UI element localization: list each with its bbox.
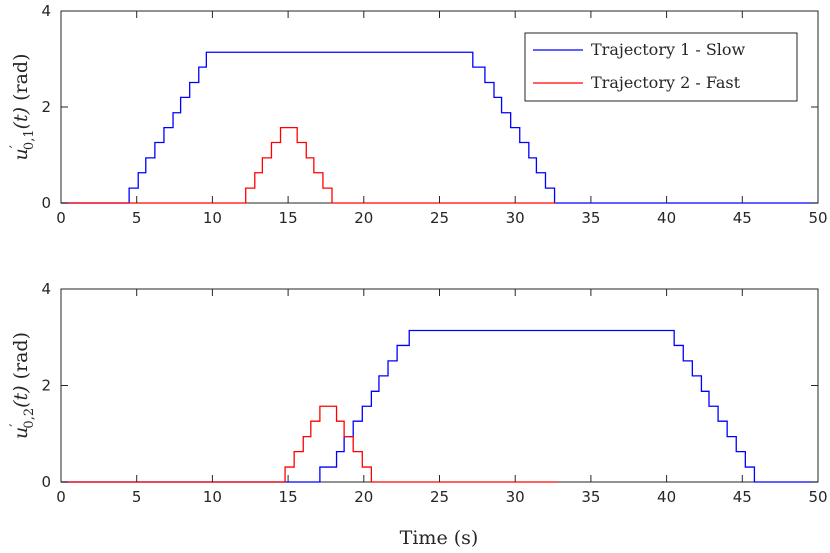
x-tick-label-top-4: 20 xyxy=(354,209,373,227)
y-axis-label-text-bottom: u′0,2(t)(rad) xyxy=(8,332,37,439)
y-tick-label-top-1: 2 xyxy=(41,98,51,116)
x-tick-label-bottom-8: 40 xyxy=(657,488,676,506)
x-tick-label-bottom-5: 25 xyxy=(430,488,449,506)
legend-label-2: Trajectory 2 - Fast xyxy=(591,73,741,92)
series-line-1-top xyxy=(61,51,818,204)
plot-area-bottom xyxy=(60,288,819,483)
y-axis-label-text-top: u′0,1(t)(rad) xyxy=(8,54,37,161)
x-tick-label-bottom-0: 0 xyxy=(56,488,66,506)
x-tick-label-bottom-1: 5 xyxy=(132,488,142,506)
x-tick-label-bottom-7: 35 xyxy=(581,488,600,506)
x-tick-label-bottom-10: 50 xyxy=(808,488,827,506)
x-tick-label-bottom-2: 10 xyxy=(203,488,222,506)
series-line-2-top xyxy=(61,126,557,204)
y-tick-label-top-2: 4 xyxy=(41,2,51,20)
x-tick-label-top-0: 0 xyxy=(56,209,66,227)
x-tick-label-top-1: 5 xyxy=(132,209,142,227)
subplot-bottom: 0 5 10 15 20 25 30 35 40 45 50 0 2 4 u′0,2(t)(rad) xyxy=(8,280,828,506)
subplot-top: 0 5 10 15 20 25 30 35 40 45 50 0 2 4 u′0,1(t)(rad) Tr… xyxy=(8,2,828,227)
x-tick-label-bottom-3: 15 xyxy=(279,488,298,506)
y-tick-label-bottom-2: 4 xyxy=(41,280,51,298)
x-tick-label-top-9: 45 xyxy=(733,209,752,227)
x-tick-label-top-5: 25 xyxy=(430,209,449,227)
x-tick-label-bottom-4: 20 xyxy=(354,488,373,506)
y-tick-label-top-0: 0 xyxy=(41,194,51,212)
series-line-2-bottom xyxy=(61,405,558,483)
x-tick-label-bottom-6: 30 xyxy=(506,488,525,506)
legend: Trajectory 1 - Slow Trajectory 2 - Fast xyxy=(524,32,798,102)
series-layer-top xyxy=(61,51,818,204)
x-tick-label-top-10: 50 xyxy=(808,209,827,227)
x-tick-label-top-3: 15 xyxy=(279,209,298,227)
x-tick-label-top-6: 30 xyxy=(506,209,525,227)
y-tick-label-bottom-0: 0 xyxy=(41,473,51,491)
y-axis-label-bottom: u′0,2(t)(rad) xyxy=(8,332,37,439)
legend-box xyxy=(524,32,798,102)
y-tick-label-bottom-1: 2 xyxy=(41,377,51,395)
x-tick-label-top-8: 40 xyxy=(657,209,676,227)
series-layer-bottom xyxy=(61,329,818,483)
ticks-top: 0 5 10 15 20 25 30 35 40 45 50 0 2 4 xyxy=(41,2,827,227)
y-axis-label-top: u′0,1(t)(rad) xyxy=(8,54,37,161)
x-tick-label-top-7: 35 xyxy=(581,209,600,227)
ticks-bottom: 0 5 10 15 20 25 30 35 40 45 50 0 2 4 xyxy=(41,280,827,506)
x-axis-label: Time (s) xyxy=(400,527,479,549)
x-tick-label-top-2: 10 xyxy=(203,209,222,227)
x-tick-label-bottom-9: 45 xyxy=(733,488,752,506)
legend-label-1: Trajectory 1 - Slow xyxy=(591,40,746,59)
